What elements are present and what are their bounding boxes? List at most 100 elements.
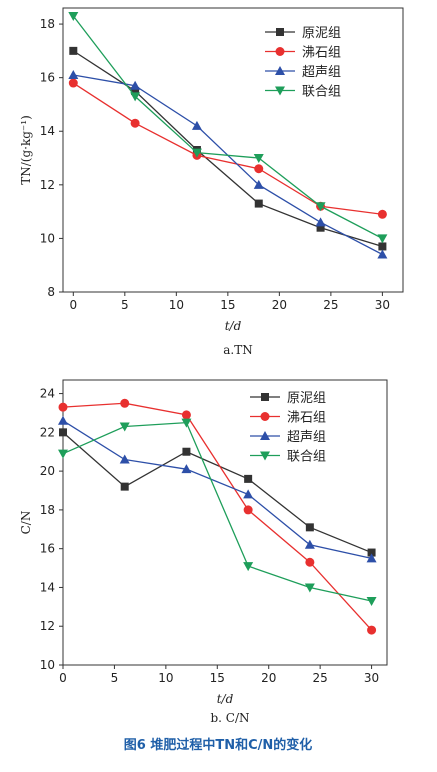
- data-point: [181, 464, 192, 474]
- x-axis-label: t/d: [225, 319, 242, 333]
- data-point: [68, 69, 79, 79]
- data-point: [58, 402, 68, 412]
- series-line: [72, 15, 383, 239]
- data-point: [377, 249, 388, 259]
- data-point: [59, 428, 67, 437]
- data-point: [243, 505, 253, 515]
- data-point: [378, 242, 387, 251]
- data-point: [377, 209, 387, 219]
- data-point: [253, 179, 264, 189]
- data-point: [181, 418, 192, 428]
- series-line: [72, 82, 383, 215]
- legend-marker: [275, 86, 285, 96]
- data-point: [254, 164, 264, 174]
- data-point: [191, 148, 202, 158]
- legend-label: 原泥组: [302, 26, 341, 41]
- data-point: [315, 202, 326, 212]
- series-line: [73, 74, 383, 256]
- y-tick-label: 18: [40, 503, 55, 517]
- series-line: [62, 421, 372, 602]
- data-point: [254, 199, 263, 208]
- legend-marker: [276, 28, 284, 36]
- data-point: [367, 548, 376, 557]
- y-tick-label: 12: [40, 619, 55, 633]
- x-tick-label: 10: [169, 298, 184, 312]
- data-point: [304, 583, 315, 593]
- x-axis-label: t/d: [217, 692, 234, 706]
- chart-subtitle: b. C/N: [210, 711, 249, 725]
- x-tick-label: 30: [375, 298, 390, 312]
- data-point: [130, 80, 141, 90]
- data-point: [68, 78, 78, 88]
- legend-marker: [260, 431, 270, 440]
- plot-frame: [62, 379, 388, 666]
- data-point: [130, 118, 140, 128]
- x-tick-label: 25: [323, 298, 338, 312]
- y-axis-label: TN/(g·kg⁻¹): [19, 115, 33, 185]
- x-tick-label: 10: [158, 671, 173, 685]
- x-tick-label: 15: [210, 671, 225, 685]
- data-point: [120, 398, 130, 408]
- figure-caption: 图6 堆肥过程中TN和C/N的变化: [124, 737, 313, 753]
- x-tick-label: 15: [220, 298, 235, 312]
- y-tick-label: 14: [40, 124, 55, 138]
- legend-marker: [260, 412, 270, 421]
- legend-label: 沸石组: [287, 411, 326, 426]
- data-point: [243, 489, 254, 499]
- y-axis-label: C/N: [19, 511, 33, 535]
- legend-marker: [261, 393, 269, 401]
- legend-label: 沸石组: [302, 46, 341, 61]
- x-tick-label: 20: [272, 298, 287, 312]
- y-tick-label: 22: [40, 425, 55, 439]
- y-tick-label: 10: [40, 231, 55, 245]
- y-tick-label: 16: [40, 542, 55, 556]
- x-tick-label: 25: [313, 671, 328, 685]
- y-tick-label: 10: [40, 658, 55, 672]
- legend-label: 联合组: [287, 450, 326, 465]
- series-line: [62, 420, 372, 560]
- y-tick-label: 24: [40, 387, 55, 401]
- data-point: [243, 562, 254, 572]
- data-point: [181, 410, 191, 420]
- legend-marker: [275, 47, 285, 56]
- data-point: [119, 422, 130, 432]
- legend-label: 联合组: [302, 85, 341, 100]
- y-tick-label: 8: [47, 285, 55, 299]
- data-point: [131, 87, 140, 96]
- y-tick-label: 20: [40, 464, 55, 478]
- data-point: [119, 454, 130, 464]
- data-point: [253, 154, 264, 164]
- chart-subtitle: a.TN: [223, 343, 252, 357]
- x-tick-label: 0: [59, 671, 67, 685]
- x-tick-label: 20: [261, 671, 276, 685]
- series-line: [62, 402, 373, 631]
- data-point: [182, 447, 191, 456]
- data-point: [69, 46, 78, 55]
- x-tick-label: 0: [69, 298, 77, 312]
- chart-panel-a: 0 5 10 15 20 25 30 8 10 12 14 16 18 t/d TN/(g·kg⁻¹) a.T…: [19, 7, 404, 357]
- y-tick-label: 16: [40, 71, 55, 85]
- x-tick-label: 5: [111, 671, 119, 685]
- data-point: [315, 217, 326, 227]
- data-point: [191, 120, 202, 130]
- data-point: [377, 234, 388, 244]
- data-point: [58, 449, 68, 459]
- data-point: [305, 523, 314, 532]
- plot-frame: [62, 7, 404, 293]
- data-point: [304, 539, 315, 549]
- x-tick-label: 5: [121, 298, 129, 312]
- legend-marker: [275, 66, 285, 75]
- data-point: [367, 625, 377, 635]
- legend-label: 超声组: [302, 65, 341, 80]
- y-tick-label: 14: [40, 580, 55, 594]
- legend-label: 超声组: [287, 430, 326, 445]
- chart-panel-b: 0 5 10 15 20 25 30 10 12 14 16 18 20 22 24 t/d C/N b. C/N…: [19, 379, 388, 725]
- series-line: [72, 50, 383, 248]
- data-point: [68, 12, 79, 22]
- series-line: [62, 431, 372, 554]
- y-tick-label: 12: [40, 178, 55, 192]
- data-point: [366, 553, 377, 563]
- data-point: [130, 92, 141, 102]
- y-tick-label: 18: [40, 17, 55, 31]
